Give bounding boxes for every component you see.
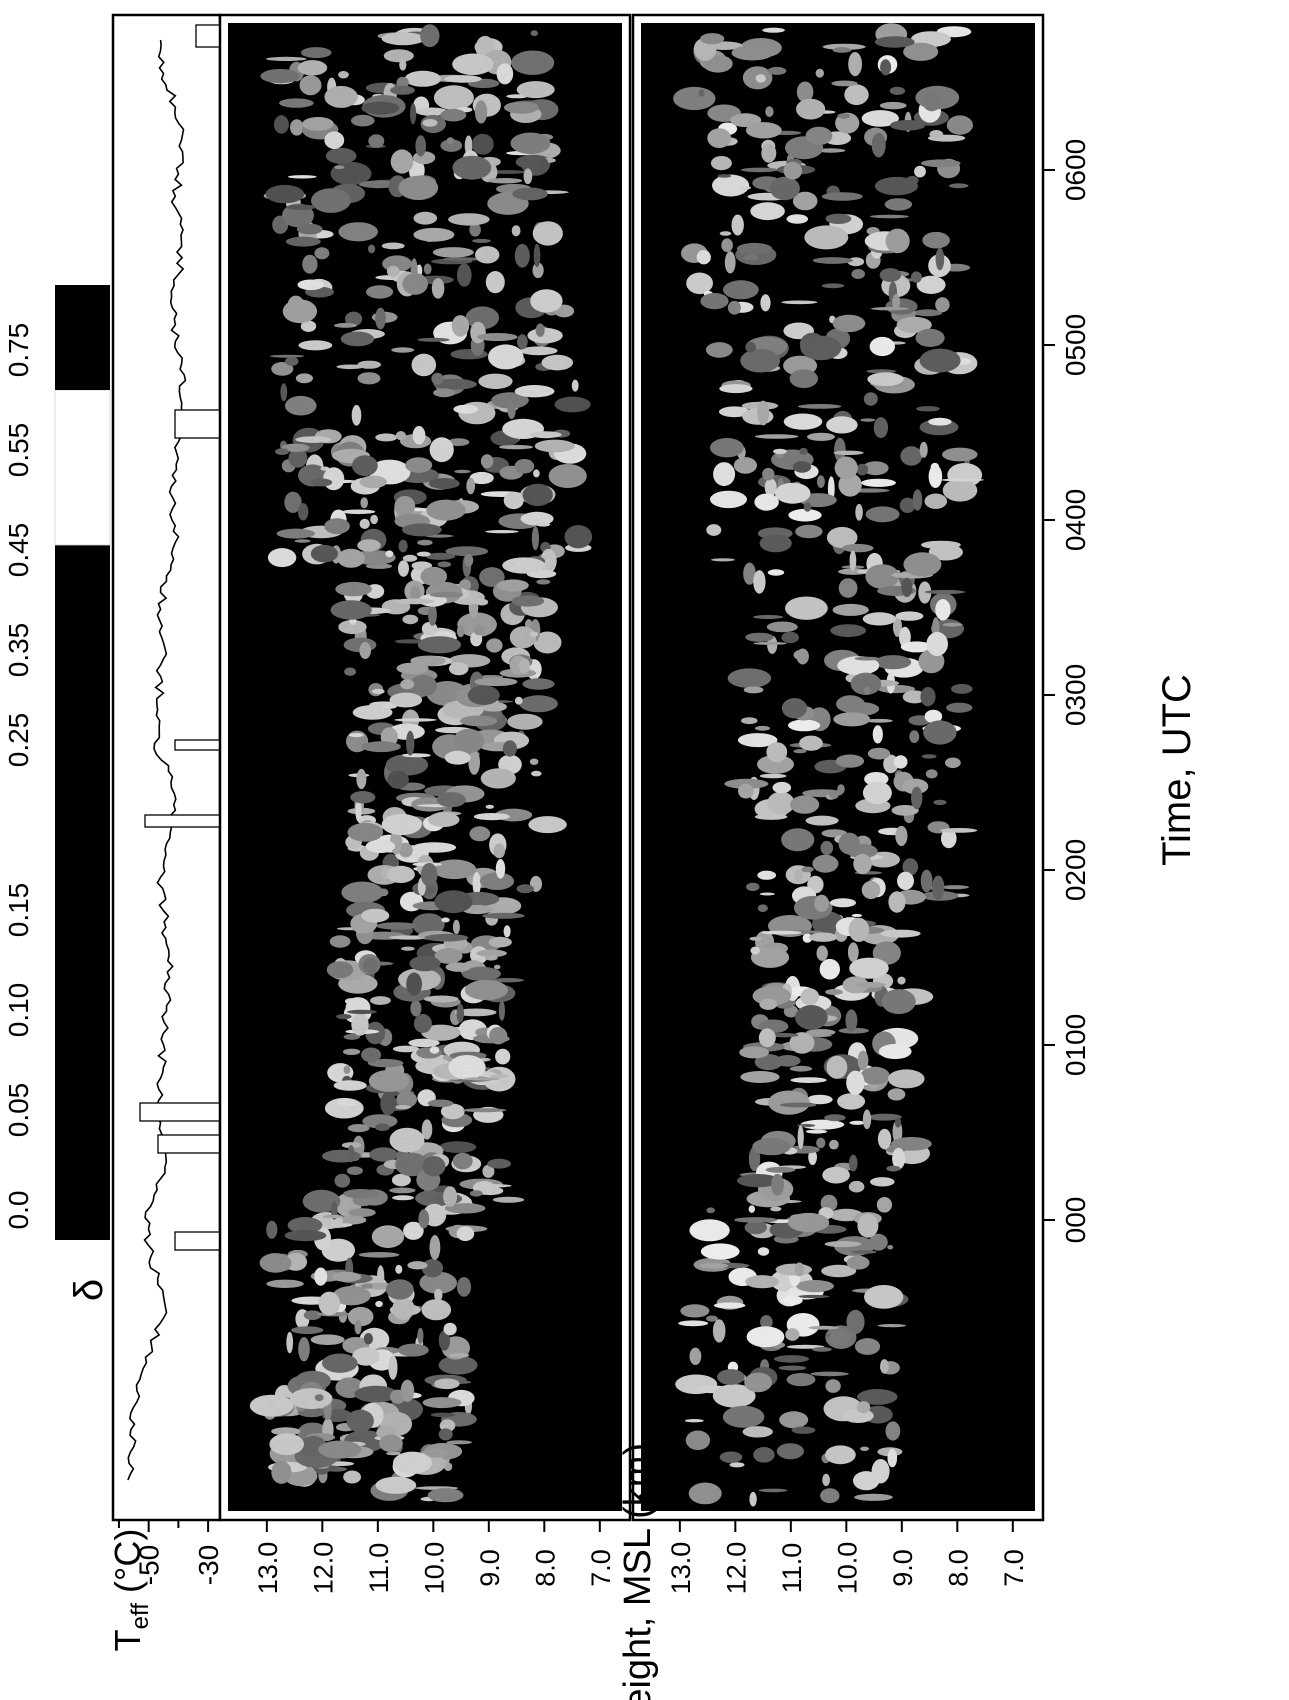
height-ytick-label: 7.0 — [586, 1549, 616, 1587]
height-ytick-label: 7.0 — [999, 1549, 1029, 1587]
teff-ylabel-base: T — [107, 1629, 148, 1651]
svg-text:Teff (°C): Teff (°C) — [107, 1529, 154, 1652]
colorbar-seg-black-2 — [55, 285, 110, 390]
teff-strip: -30 -50 — [111, 13, 224, 1585]
teff-ytick-label: -50 — [134, 1545, 165, 1585]
teff-frame — [111, 13, 222, 1522]
colorbar-seg-white — [54, 389, 111, 546]
teff-gap-box — [195, 24, 221, 48]
colorbar-tick-label: 0.05 — [3, 1083, 34, 1138]
colorbar-tick-label: 0.45 — [3, 523, 34, 578]
teff-ylabel-sub: eff — [127, 1603, 154, 1630]
teff-gap-box — [157, 1134, 221, 1154]
height-ytick-label: 11.0 — [777, 1543, 807, 1594]
time-xlabel: Time, UTC — [1155, 674, 1199, 866]
time-tick-label: 0400 — [1060, 489, 1091, 551]
colorbar-tick-label: 0.75 — [3, 323, 34, 378]
panel-top: 13.0 12.0 11.0 10.0 9.0 8.0 7.0 — [218, 13, 632, 1595]
time-tick-label: 0500 — [1060, 314, 1091, 376]
colorbar-tick-label: 0.0 — [3, 1191, 34, 1230]
colorbar-seg-dark — [55, 660, 110, 760]
colorbar-tick-label: 0.35 — [3, 623, 34, 678]
colorbar-tick-label: 0.55 — [3, 423, 34, 478]
panel-bottom-texture — [641, 23, 1035, 1511]
colorbar-symbol: δ — [67, 1279, 111, 1301]
teff-gap-box — [139, 1102, 221, 1122]
colorbar-seg-black-1 — [55, 760, 110, 1240]
time-tick-label: 0100 — [1060, 1014, 1091, 1076]
time-axis: 000 0100 0200 0300 0400 0500 0600 — [1043, 139, 1091, 1244]
height-ytick-label: 9.0 — [888, 1549, 918, 1587]
height-ytick-label: 8.0 — [530, 1549, 560, 1587]
teff-gap-box — [174, 409, 221, 439]
time-tick-label: 0600 — [1060, 139, 1091, 201]
time-tick-label: 0200 — [1060, 839, 1091, 901]
colorbar: 0.0 0.05 0.10 0.15 0.25 0.35 0.45 0.55 0.75 δ — [3, 285, 111, 1301]
height-ytick-label: 9.0 — [475, 1549, 505, 1587]
colorbar-seg-light — [55, 545, 110, 660]
panel-top-texture — [228, 23, 622, 1511]
height-ytick-label: 13.0 — [253, 1542, 283, 1595]
teff-gap-box — [144, 814, 221, 828]
teff-gap-box — [174, 1231, 221, 1251]
height-ylabel: Height, MSL (km) — [617, 1443, 659, 1700]
height-ytick-label: 13.0 — [666, 1542, 696, 1595]
teff-gap-box — [174, 739, 221, 751]
teff-ytick-label: -30 — [193, 1545, 224, 1585]
teff-ylabel: Teff (°C) — [107, 1529, 154, 1652]
colorbar-tick-label: 0.25 — [3, 713, 34, 768]
teff-series-line — [127, 39, 187, 1481]
height-ytick-label: 10.0 — [419, 1542, 449, 1595]
height-ytick-label: 11.0 — [364, 1543, 394, 1594]
teff-ylabel-unit: (°C) — [107, 1529, 148, 1603]
height-ytick-label: 12.0 — [721, 1542, 751, 1595]
time-tick-label: 000 — [1060, 1197, 1091, 1244]
height-ytick-label: 8.0 — [943, 1549, 973, 1587]
panel-bottom: 13.0 12.0 11.0 10.0 9.0 8.0 7.0 — [631, 13, 1045, 1595]
colorbar-tick-label: 0.15 — [3, 883, 34, 938]
colorbar-tick-label: 0.10 — [3, 983, 34, 1038]
time-tick-label: 0300 — [1060, 664, 1091, 726]
height-ytick-label: 12.0 — [308, 1542, 338, 1595]
height-ytick-label: 10.0 — [832, 1542, 862, 1595]
